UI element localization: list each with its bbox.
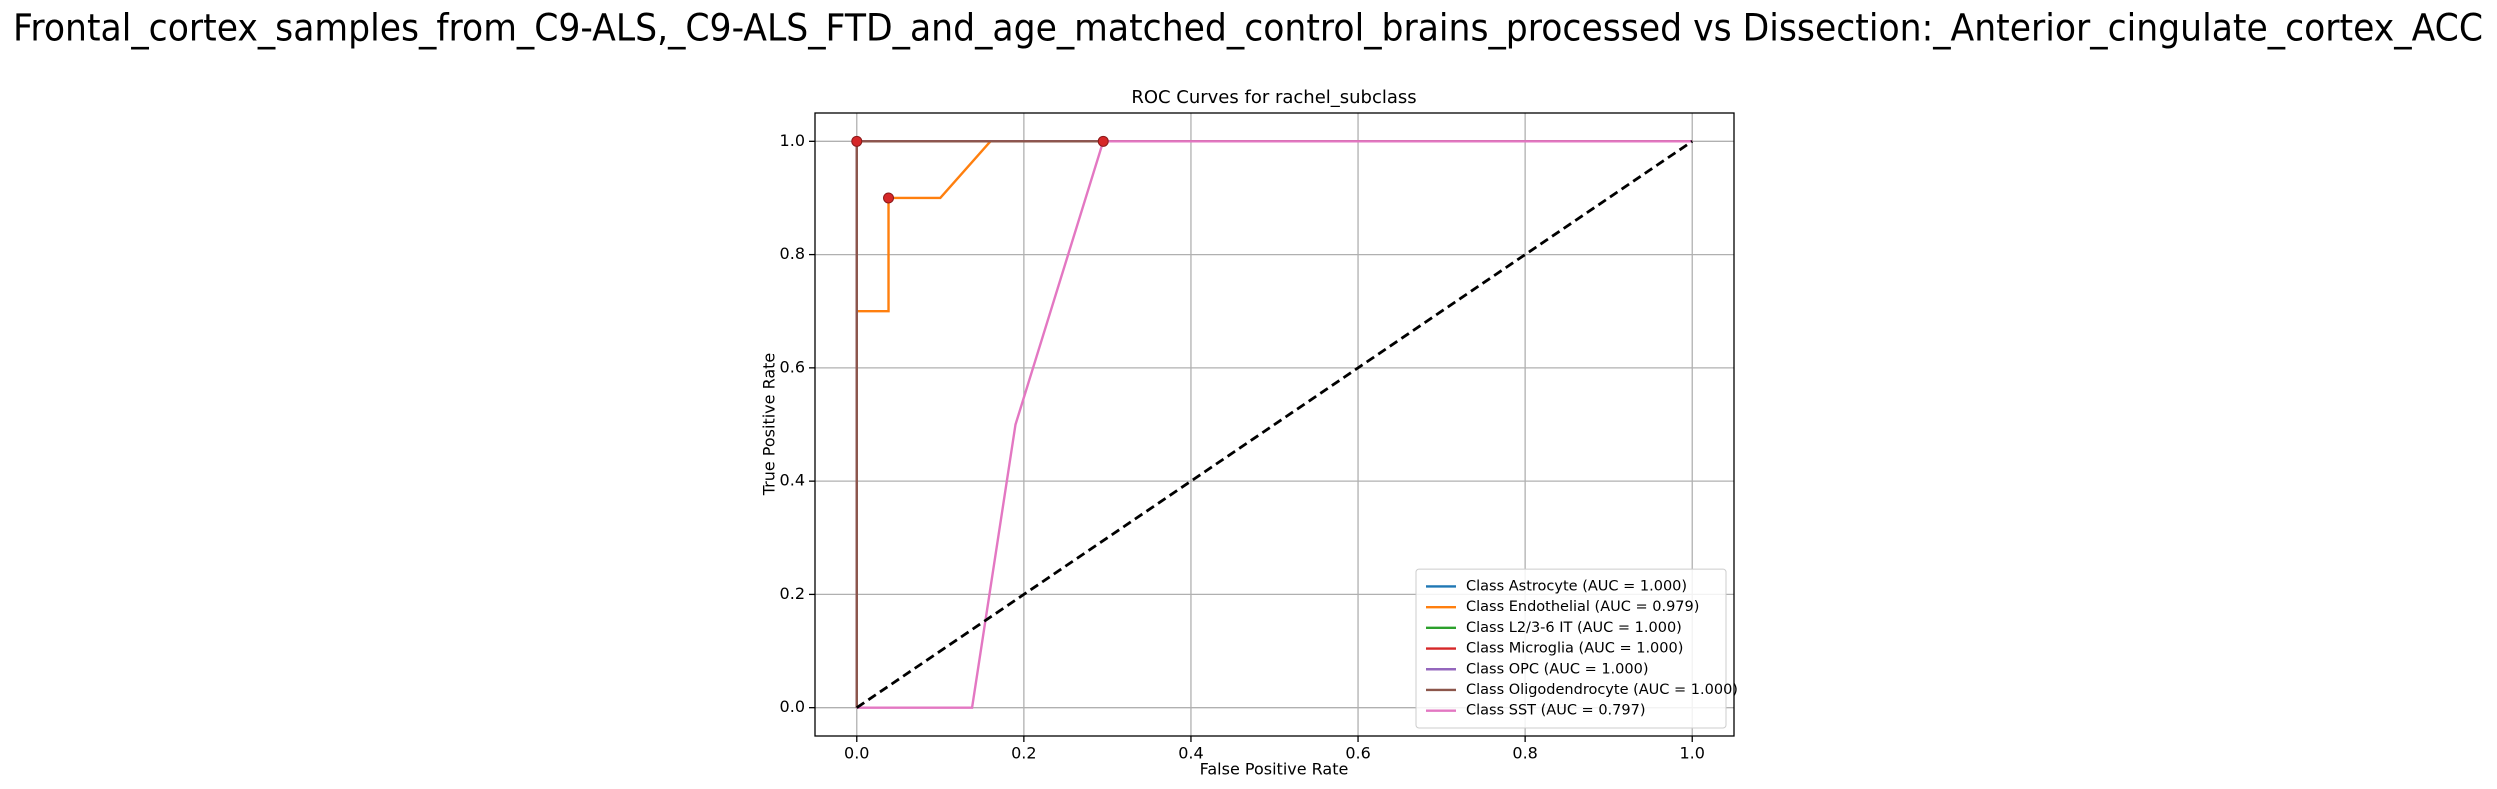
marker [1097,135,1109,147]
y-tick-label: 0.8 [780,244,805,263]
plot-frame [814,112,1735,737]
y-tick-label: 0.6 [780,357,805,376]
x-tick-label: 0.6 [1345,744,1370,763]
legend-box [1415,568,1727,729]
x-axis-label: False Positive Rate [1200,760,1349,779]
suptitle: Frontal_cortex_samples_from_C9-ALS,_C9-A… [13,7,2483,50]
x-tick-label: 0.0 [844,744,869,763]
legend-label: Class L2/3-6 IT (AUC = 1.000) [1466,620,1682,636]
legend-label: Class SST (AUC = 0.797) [1466,703,1645,719]
y-tick-label: 0.4 [780,471,805,490]
y-axis-label: True Positive Rate [760,353,779,497]
x-tick-label: 0.8 [1512,744,1537,763]
marker [883,192,895,204]
x-tick-label: 0.2 [1011,744,1036,763]
chart-title: ROC Curves for rachel_subclass [1131,87,1416,108]
legend-label: Class OPC (AUC = 1.000) [1466,661,1649,677]
legend-label: Class Endothelial (AUC = 0.979) [1466,599,1699,615]
y-tick-label: 1.0 [780,131,805,150]
x-tick-label: 0.4 [1178,744,1203,763]
legend-label: Class Oligodendrocyte (AUC = 1.000) [1466,682,1738,698]
y-tick-label: 0.2 [780,584,805,603]
legend: Class Astrocyte (AUC = 1.000) Class Endot… [1415,568,1738,729]
roc-line [856,140,1693,709]
x-tick-label: 1.0 [1680,744,1705,763]
diagonal-line [855,140,1694,709]
marker [851,135,863,147]
legend-label: Class Astrocyte (AUC = 1.000) [1466,578,1687,594]
legend-label: Class Microglia (AUC = 1.000) [1466,641,1683,657]
y-tick-label: 0.0 [780,697,805,716]
